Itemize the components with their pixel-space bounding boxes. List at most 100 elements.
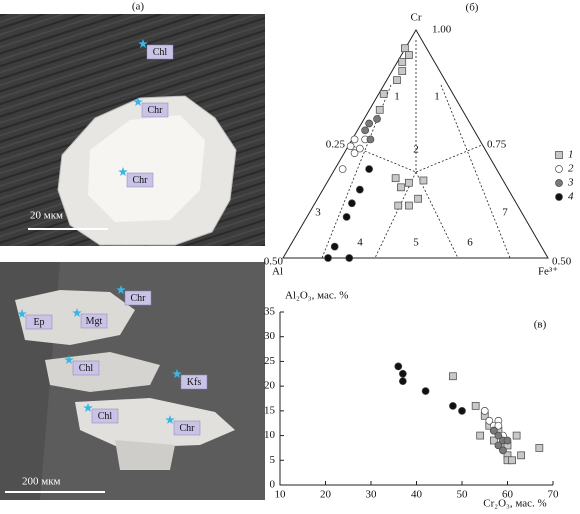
data-point <box>350 149 359 157</box>
star-marker <box>116 285 126 294</box>
panel-label: (а) <box>132 1 145 13</box>
data-point <box>342 213 351 221</box>
field-label: 1 <box>394 91 400 103</box>
mineral-label: Ep <box>33 317 44 328</box>
data-point <box>508 456 516 465</box>
side-label: 0.25 <box>326 139 346 151</box>
data-point <box>405 178 413 187</box>
data-point <box>494 431 503 440</box>
data-point <box>394 201 403 210</box>
legend-marker <box>555 193 563 201</box>
star-marker <box>64 355 74 364</box>
legend-label: 1 <box>568 149 574 161</box>
data-point <box>361 126 369 135</box>
side-label: 0.75 <box>487 139 507 151</box>
label-box <box>173 420 201 436</box>
y-tick-label: 10 <box>264 429 276 441</box>
vertex-label: Cr <box>411 12 422 24</box>
mineral-label: Chr <box>148 105 164 116</box>
mineral-label: Chl <box>98 411 113 422</box>
data-point <box>490 426 498 435</box>
vertex-label: Al <box>272 266 283 278</box>
mineral-label: Chr <box>131 293 147 304</box>
micrograph-b <box>0 262 265 500</box>
data-point <box>485 416 494 425</box>
data-point <box>394 362 403 371</box>
y-axis-label: Al₂O₃, мас. % <box>285 290 348 302</box>
data-point <box>503 436 512 445</box>
label-box <box>180 374 208 390</box>
field-label: 3 <box>315 207 321 219</box>
side-label: 0.50 <box>552 256 572 268</box>
legend-marker <box>555 151 563 159</box>
side-label: 1.00 <box>432 24 452 36</box>
mineral-label: Chl <box>153 47 168 58</box>
mineral-label: Mgt <box>86 316 103 327</box>
data-point <box>346 142 355 151</box>
star-marker <box>17 309 27 318</box>
label-box <box>80 313 108 329</box>
data-point <box>356 185 364 194</box>
data-point <box>401 44 409 53</box>
field-label: 2 <box>413 144 419 156</box>
x-axis-label: Cr₂O₃, мас. % <box>483 498 546 510</box>
data-point <box>512 431 521 440</box>
data-point <box>345 254 354 262</box>
scale-bar-label: 200 мкм <box>22 476 61 488</box>
data-point <box>391 174 400 183</box>
data-point <box>405 51 413 59</box>
data-point <box>356 144 364 153</box>
label-box <box>146 44 174 60</box>
x-tick-label: 30 <box>366 489 378 501</box>
data-point <box>405 201 413 210</box>
data-point <box>330 242 339 251</box>
field-label: 7 <box>502 207 508 219</box>
label-box <box>126 172 154 188</box>
x-tick-label: 40 <box>411 489 423 501</box>
data-point <box>393 76 401 85</box>
data-point <box>350 135 359 144</box>
micrograph-a <box>0 14 265 246</box>
star-marker <box>83 403 93 412</box>
legend-marker <box>555 179 563 187</box>
data-point <box>476 431 485 440</box>
y-tick-label: 0 <box>270 479 276 491</box>
data-point <box>365 119 373 128</box>
data-point <box>365 165 373 173</box>
legend-marker <box>555 165 563 173</box>
star-marker <box>118 167 128 176</box>
x-tick-label: 60 <box>502 489 514 501</box>
star-marker <box>72 308 82 317</box>
y-tick-label: 20 <box>264 380 276 392</box>
field-label: 6 <box>467 237 473 249</box>
data-point <box>379 89 388 98</box>
scale-bar-label: 20 мкм <box>30 210 63 222</box>
data-point <box>494 441 503 450</box>
data-point <box>535 444 544 452</box>
x-tick-label: 50 <box>457 489 469 501</box>
data-point <box>421 387 430 395</box>
label-box <box>72 360 100 376</box>
data-point <box>494 421 503 430</box>
data-point <box>398 58 407 66</box>
side-label: 0.50 <box>264 256 284 268</box>
legend-label: 4 <box>568 191 574 203</box>
y-tick-label: 30 <box>264 330 276 342</box>
data-point <box>414 194 422 203</box>
data-point <box>399 369 407 378</box>
panel-label: (б) <box>466 2 479 14</box>
data-point <box>398 67 407 75</box>
mineral-label: Kfs <box>187 377 202 388</box>
label-box <box>124 290 152 306</box>
y-tick-label: 5 <box>270 454 276 466</box>
x-tick-label: 10 <box>275 489 287 501</box>
data-point <box>338 165 347 173</box>
legend-label: 2 <box>568 163 574 175</box>
data-point <box>366 135 375 144</box>
star-marker <box>172 369 182 378</box>
y-tick-label: 25 <box>264 355 276 367</box>
x-tick-label: 70 <box>548 489 560 501</box>
data-point <box>397 183 405 192</box>
star-marker <box>133 97 143 106</box>
